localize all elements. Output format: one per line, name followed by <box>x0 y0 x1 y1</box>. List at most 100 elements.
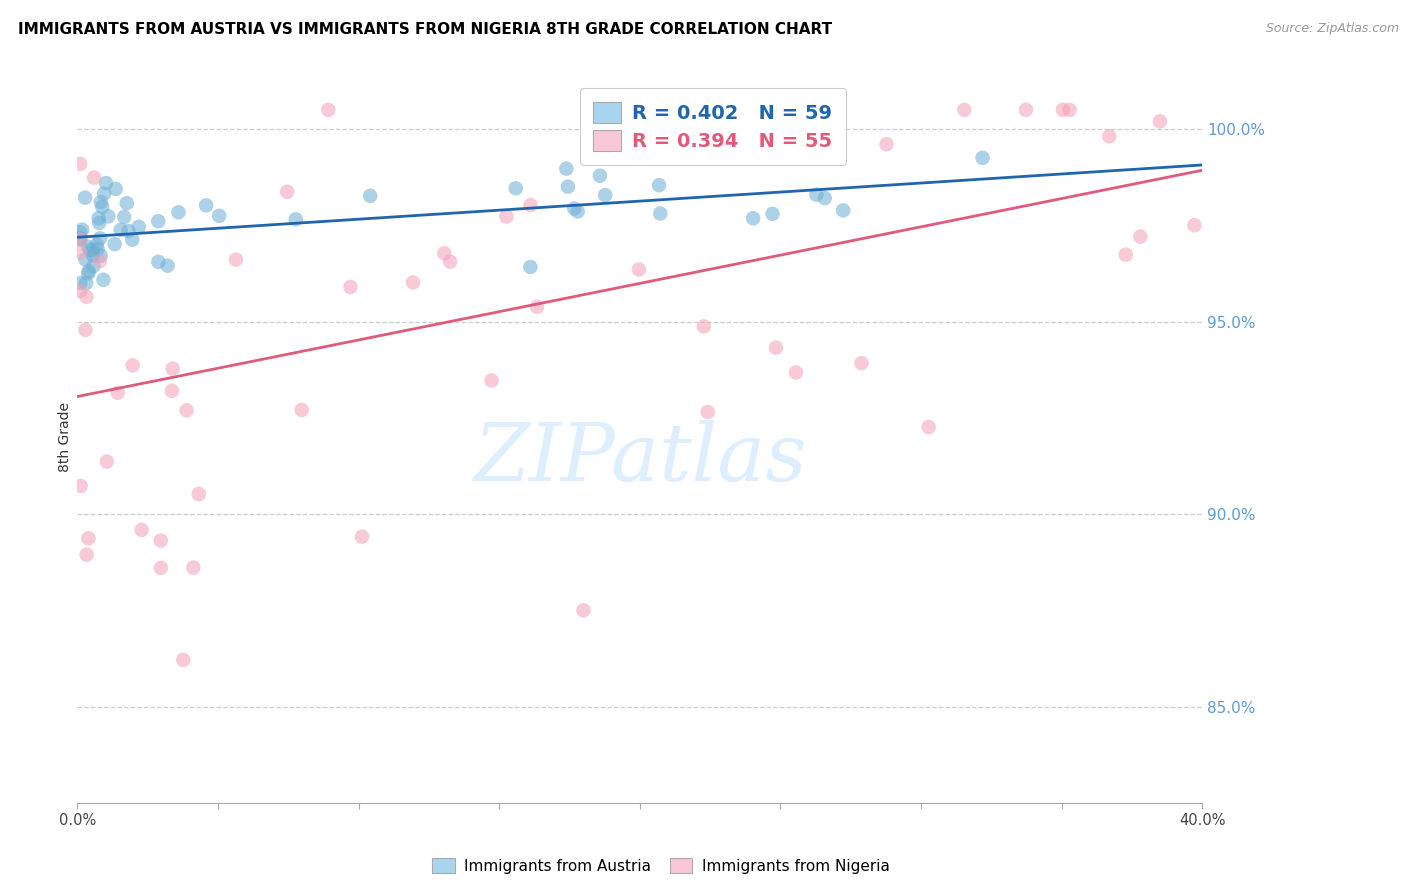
Point <box>83 259 105 273</box>
Point <box>318 103 340 117</box>
Point <box>69 231 91 245</box>
Point <box>1129 229 1152 244</box>
Point <box>96 454 118 468</box>
Point <box>851 356 873 370</box>
Point <box>567 204 589 219</box>
Point <box>1052 103 1074 117</box>
Point <box>131 523 153 537</box>
Point <box>128 219 150 234</box>
Point <box>69 479 91 493</box>
Point <box>481 373 503 387</box>
Point <box>82 249 104 263</box>
Point <box>90 195 112 210</box>
Point <box>187 487 209 501</box>
Point <box>693 319 716 334</box>
Point <box>555 161 578 176</box>
Point <box>79 243 101 257</box>
Point <box>172 653 194 667</box>
Point <box>117 224 139 238</box>
Legend: R = 0.402   N = 59, R = 0.394   N = 55: R = 0.402 N = 59, R = 0.394 N = 55 <box>579 88 846 165</box>
Point <box>402 276 425 290</box>
Point <box>86 237 108 252</box>
Point <box>1182 218 1205 232</box>
Point <box>167 205 190 219</box>
Point <box>707 104 730 119</box>
Point <box>69 157 91 171</box>
Point <box>276 185 298 199</box>
Point <box>785 366 807 380</box>
Point <box>589 169 612 183</box>
Point <box>77 267 100 281</box>
Point <box>69 245 91 260</box>
Point <box>97 210 120 224</box>
Point <box>627 262 650 277</box>
Point <box>91 200 114 214</box>
Point <box>94 176 117 190</box>
Point <box>761 207 783 221</box>
Point <box>585 125 607 139</box>
Point <box>526 300 548 314</box>
Point <box>1115 248 1137 262</box>
Point <box>69 276 91 290</box>
Point <box>89 216 111 230</box>
Point <box>519 260 541 274</box>
Point <box>82 244 104 258</box>
Point <box>648 178 671 193</box>
Point <box>1149 114 1171 128</box>
Point <box>1059 103 1081 117</box>
Point <box>917 420 939 434</box>
Point <box>75 276 97 290</box>
Point <box>93 273 115 287</box>
Point <box>183 560 205 574</box>
Point <box>69 225 91 239</box>
Point <box>572 603 595 617</box>
Point <box>149 561 172 575</box>
Point <box>75 290 97 304</box>
Point <box>149 533 172 548</box>
Point <box>160 384 183 398</box>
Point <box>208 209 231 223</box>
Point <box>953 103 976 117</box>
Point <box>595 126 617 140</box>
Point <box>814 191 837 205</box>
Point <box>650 206 672 220</box>
Point <box>69 232 91 246</box>
Point <box>1098 129 1121 144</box>
Point <box>77 264 100 278</box>
Point <box>76 548 98 562</box>
Point <box>176 403 198 417</box>
Point <box>107 385 129 400</box>
Point <box>75 323 97 337</box>
Point <box>505 181 527 195</box>
Point <box>162 361 184 376</box>
Point <box>104 237 127 252</box>
Point <box>765 341 787 355</box>
Point <box>519 198 541 212</box>
Point <box>696 405 718 419</box>
Point <box>742 211 765 226</box>
Point <box>89 254 111 268</box>
Text: ZIPatlas: ZIPatlas <box>472 420 807 498</box>
Point <box>195 198 218 212</box>
Point <box>495 210 517 224</box>
Point <box>75 252 97 267</box>
Point <box>562 202 585 216</box>
Point <box>121 233 143 247</box>
Point <box>972 151 994 165</box>
Point <box>284 212 307 227</box>
Point <box>75 191 97 205</box>
Point <box>148 255 170 269</box>
Point <box>1015 103 1038 117</box>
Point <box>291 402 314 417</box>
Point <box>69 284 91 298</box>
Point <box>156 259 179 273</box>
Point <box>104 182 127 196</box>
Point <box>90 249 112 263</box>
Point <box>70 222 93 236</box>
Point <box>593 188 616 202</box>
Point <box>69 232 91 246</box>
Point <box>225 252 247 267</box>
Point <box>359 189 381 203</box>
Point <box>557 179 579 194</box>
Point <box>83 170 105 185</box>
